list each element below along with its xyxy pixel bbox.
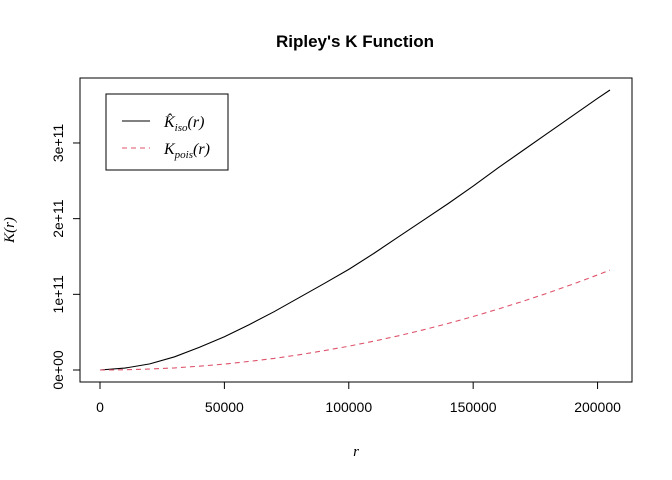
- y-tick-label: 1e+11: [50, 275, 66, 313]
- y-tick-label: 3e+11: [50, 124, 66, 162]
- x-tick-label: 200000: [574, 399, 621, 415]
- legend-label-1: K̂iso(r): [163, 112, 204, 134]
- x-axis-label: r: [353, 444, 359, 460]
- legend-label-2: Kpois(r): [163, 141, 210, 161]
- x-axis: 0 50000 100000 150000 200000: [96, 381, 621, 415]
- legend-box: [105, 93, 229, 171]
- y-axis-label: K(r): [2, 217, 18, 244]
- x-tick-label: 150000: [450, 399, 497, 415]
- series-line-1: [99, 89, 611, 371]
- series-line-2: [99, 269, 611, 371]
- x-tick-label: 100000: [325, 399, 372, 415]
- x-tick-label: 0: [96, 399, 104, 415]
- y-tick-label: 2e+11: [50, 199, 66, 237]
- y-tick-label: 0e+00: [50, 350, 66, 390]
- y-axis: 0e+00 1e+11 2e+11 3e+11: [50, 124, 81, 390]
- legend: K̂iso(r) Kpois(r): [105, 93, 229, 171]
- chart-title: Ripley's K Function: [276, 32, 434, 51]
- x-tick-label: 50000: [205, 399, 244, 415]
- series-layer: [99, 89, 611, 371]
